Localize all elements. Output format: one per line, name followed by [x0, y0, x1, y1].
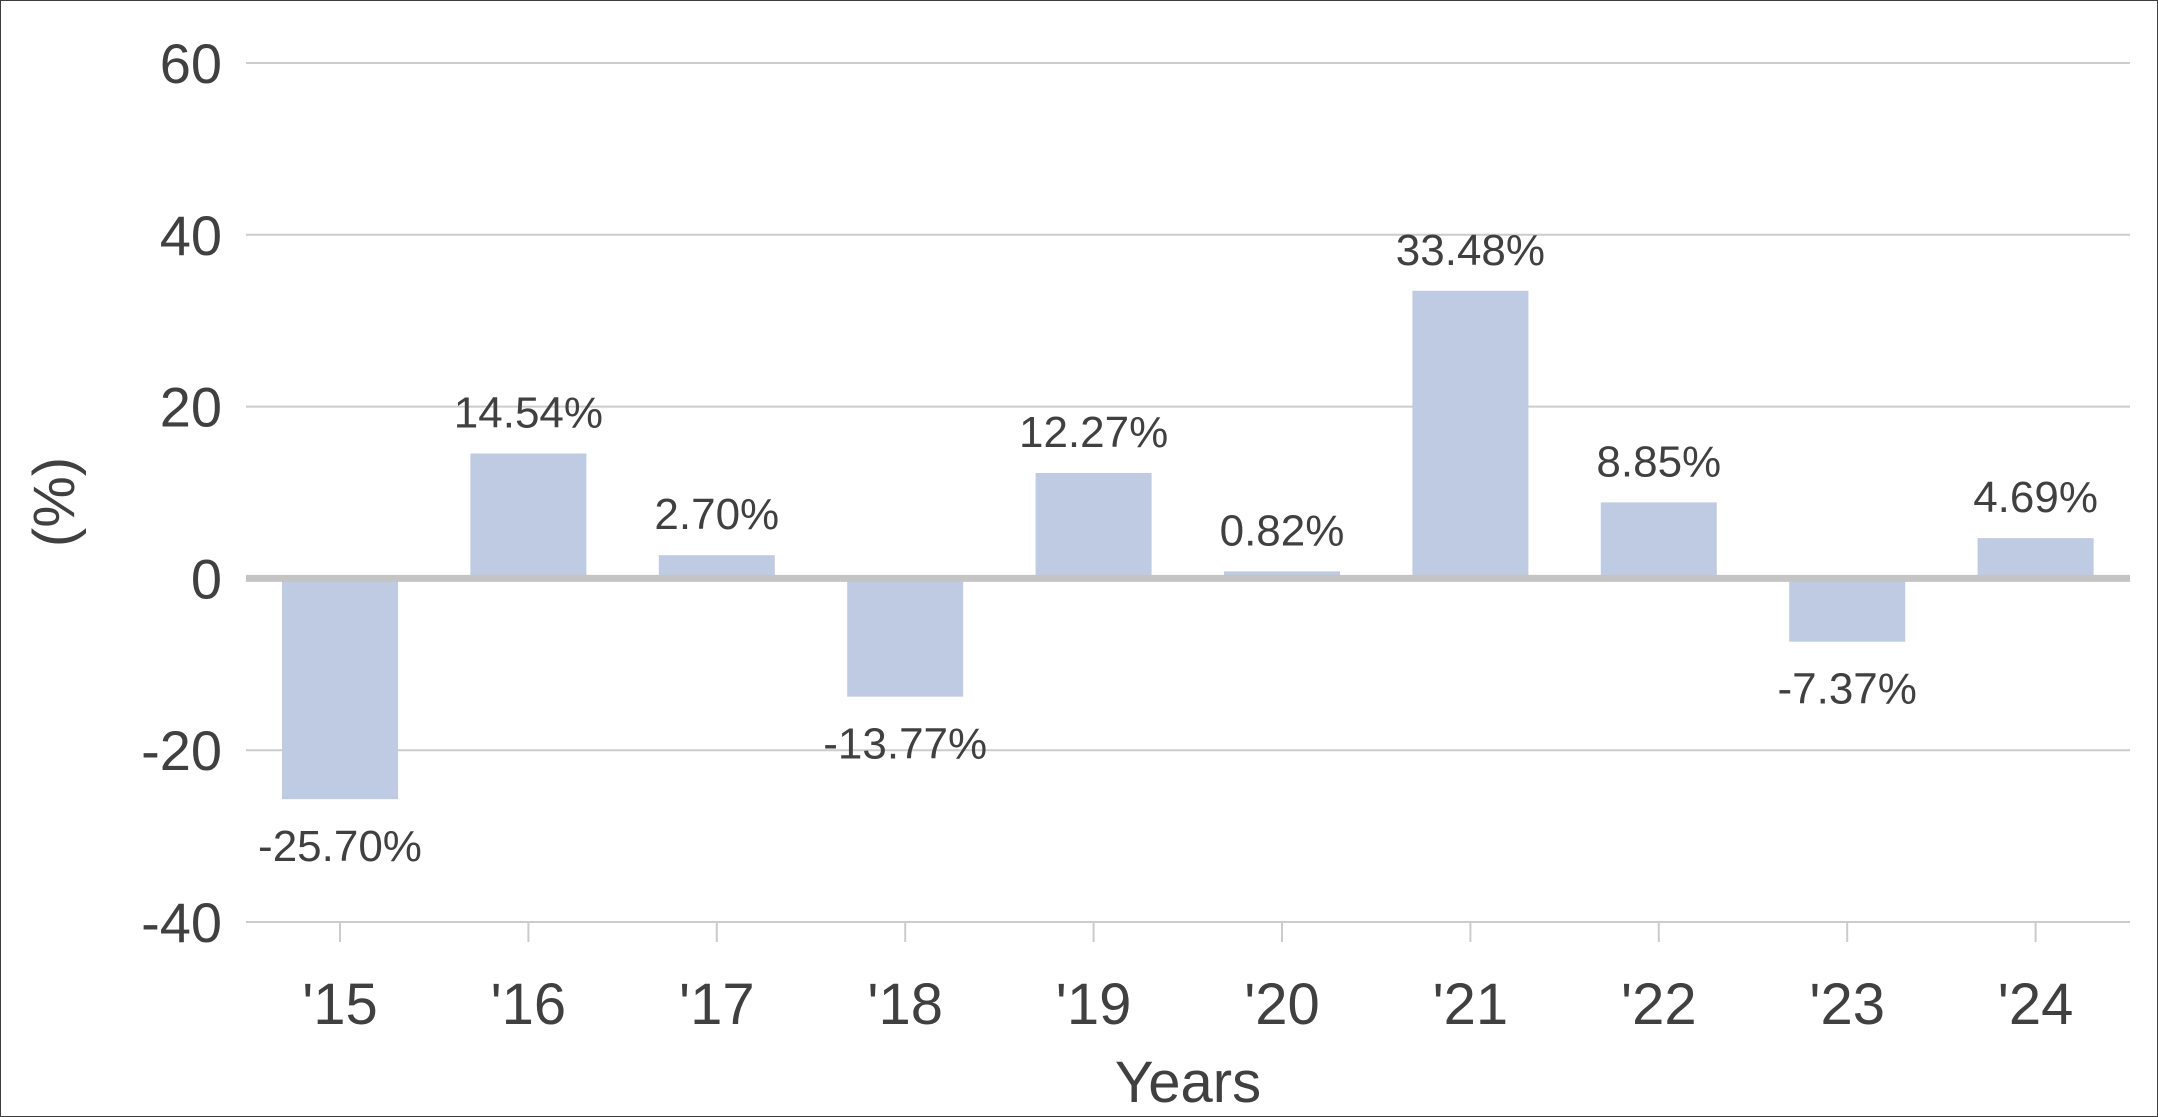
y-axis-label: (%): [22, 457, 87, 547]
bar: [1412, 290, 1529, 579]
y-tick-label: -20: [141, 719, 222, 782]
x-tick-label: '24: [1998, 972, 2074, 1037]
bars: [282, 290, 2094, 800]
data-label: 2.70%: [654, 490, 779, 539]
data-label: -25.70%: [258, 822, 422, 871]
bar: [1977, 538, 2094, 579]
x-axis-label: Years: [1115, 1050, 1261, 1115]
x-tick-label: '17: [679, 972, 755, 1037]
y-tick-label: 40: [160, 204, 222, 267]
data-label: 4.69%: [1973, 473, 2098, 522]
bar: [1600, 502, 1717, 579]
bar: [282, 578, 398, 800]
x-tick-label: '21: [1433, 972, 1509, 1037]
y-tick-label: 0: [191, 547, 222, 610]
data-label: 8.85%: [1596, 437, 1721, 486]
bar: [1035, 473, 1152, 579]
data-label: -7.37%: [1777, 665, 1916, 714]
bar: [658, 555, 775, 579]
x-tick-label: '23: [1809, 972, 1885, 1037]
x-tick-label: '15: [302, 972, 378, 1037]
bar: [1224, 571, 1340, 579]
data-label: 12.27%: [1019, 408, 1168, 457]
bar: [847, 578, 964, 697]
x-axis-ticks: '15 '16 '17 '18 '19 '20 '21 '22 '23 '24: [246, 921, 2130, 1037]
data-labels: -25.70% 14.54% 2.70% -13.77% 12.27% 0.82% 33.4…: [258, 226, 2098, 871]
data-label: 33.48%: [1396, 226, 1545, 275]
bar: [470, 453, 587, 579]
data-label: 14.54%: [454, 389, 603, 438]
x-tick-label: '20: [1244, 972, 1320, 1037]
x-tick-label: '22: [1621, 972, 1697, 1037]
data-label: -13.77%: [823, 720, 987, 769]
y-tick-label: 20: [160, 376, 222, 439]
bar: [1789, 578, 1906, 642]
y-axis-ticks: 60 40 20 0 -20 -40: [141, 32, 222, 954]
x-tick-label: '16: [491, 972, 567, 1037]
x-tick-label: '18: [867, 972, 943, 1037]
y-tick-label: 60: [160, 32, 222, 95]
x-tick-label: '19: [1056, 972, 1132, 1037]
data-label: 0.82%: [1220, 506, 1345, 555]
y-tick-label: -40: [141, 891, 222, 954]
